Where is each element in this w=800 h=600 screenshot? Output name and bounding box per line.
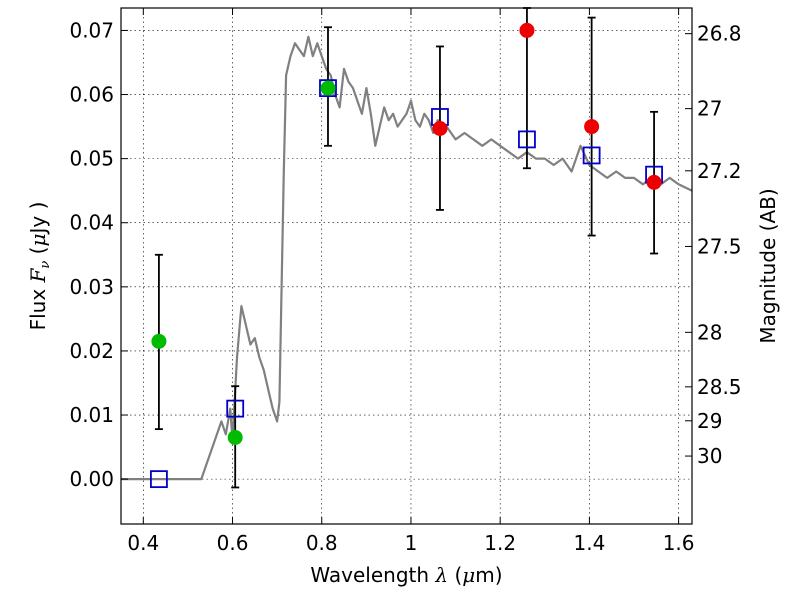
y2-tick-label: 26.8 — [697, 22, 742, 46]
tick-layer: 0.4 0.6 0.8 1 1.2 1.4 1.6 0.00 0.01 0.02 0.03 0.04 0… — [69, 8, 742, 555]
detection-point — [227, 429, 243, 445]
x-tick-label: 1 — [405, 531, 418, 555]
model-photometry-square — [518, 130, 536, 149]
model-photometry-square — [150, 470, 168, 489]
y2-tick-label: 27 — [697, 97, 722, 121]
y2-tick-label: 28 — [697, 320, 722, 344]
y-axis-title: Flux Fν (μJy ) — [26, 202, 53, 331]
y2-tick-label: 30 — [697, 444, 722, 468]
y-axis-unit-close: Jy ) — [26, 202, 50, 236]
y-tick-label: 0.05 — [69, 147, 114, 171]
y-axis-unit-mu: μ — [26, 234, 50, 247]
y-tick-label: 0.07 — [69, 18, 114, 42]
y-tick-label: 0.00 — [69, 467, 114, 491]
y-tick-label: 0.06 — [69, 83, 114, 107]
plot-frame — [120, 7, 693, 525]
x-tick-label: 0.8 — [306, 531, 338, 555]
detection-point — [646, 174, 662, 190]
x-axis-title: Wavelength λ (μm) — [310, 563, 502, 587]
x-axis-unit-close: m) — [475, 563, 502, 587]
y-axis-unit-open: ( — [26, 247, 50, 261]
x-tick-label: 1.6 — [663, 531, 695, 555]
x-tick-label: 1.4 — [573, 531, 605, 555]
y2-tick-label: 27.5 — [697, 234, 742, 258]
y-axis-title-sub: ν — [38, 261, 53, 269]
spectrum-line — [121, 35, 693, 481]
secondary-y-axis-title: Magnitude (AB) — [756, 188, 780, 343]
grid-layer — [121, 8, 692, 524]
y2-tick-label: 29 — [697, 409, 722, 433]
detection-point — [320, 80, 336, 96]
x-axis-title-prefix: Wavelength — [310, 563, 429, 587]
spectrum-layer — [121, 35, 693, 481]
y2-tick-label: 28.5 — [697, 375, 742, 399]
x-axis-unit-open: ( — [448, 563, 462, 587]
model-photometry-square — [582, 146, 601, 165]
y-tick-label: 0.01 — [69, 403, 114, 427]
x-tick-label: 0.6 — [217, 531, 249, 555]
detection-point — [432, 121, 448, 137]
y-axis-title-prefix: Flux — [26, 289, 50, 331]
model-photometry-square — [226, 399, 245, 418]
y2-tick-label: 27.2 — [697, 159, 742, 183]
y-axis-title-var: F — [26, 267, 50, 283]
x-tick-label: 0.4 — [127, 531, 159, 555]
y-tick-label: 0.02 — [69, 339, 114, 363]
detection-point — [151, 333, 167, 349]
y-tick-label: 0.03 — [69, 275, 114, 299]
detection-point — [584, 119, 600, 135]
x-axis-unit-mu: μ — [462, 563, 475, 587]
model-photometry-square — [319, 79, 337, 98]
x-tick-label: 1.2 — [484, 531, 516, 555]
y-tick-label: 0.04 — [69, 211, 114, 235]
detection-point — [519, 22, 535, 38]
marker-layer — [150, 22, 663, 489]
x-axis-title-var: λ — [434, 563, 448, 587]
